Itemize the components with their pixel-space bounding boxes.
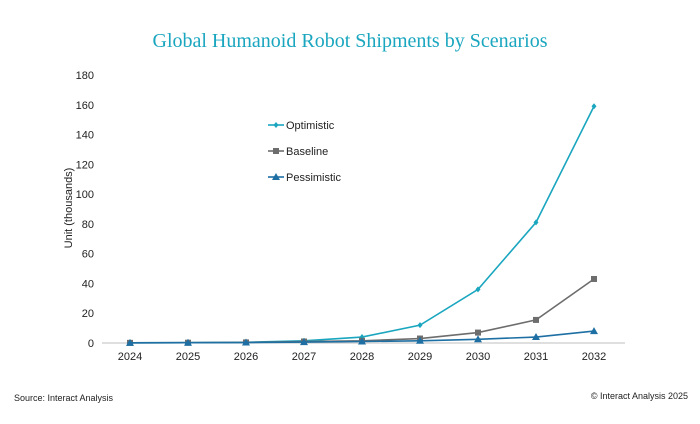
x-tick-label: 2025 [176,351,200,363]
data-point [591,103,597,110]
legend-item: Pessimistic [268,172,342,184]
x-tick-label: 2026 [234,351,258,363]
data-point [533,316,539,323]
data-point [273,122,279,128]
x-tick-label: 2029 [408,351,432,363]
y-tick-label: 100 [76,189,94,201]
chart-title: Global Humanoid Robot Shipments by Scena… [152,30,548,52]
series-line [129,105,595,344]
y-tick-label: 140 [76,130,94,142]
y-axis: 0 20 40 60 80 100 120 140 160 180 [76,70,94,350]
x-axis: 2024 2025 2026 2027 2028 2029 2030 2031 2032 [102,342,625,363]
data-point [533,219,539,226]
y-tick-label: 160 [76,100,94,112]
data-point [590,327,598,335]
data-point [416,336,424,344]
legend-item: Optimistic [268,120,335,132]
data-point [358,337,366,345]
legend-label: Optimistic [286,120,335,132]
legend-label: Baseline [286,146,328,158]
y-tick-label: 120 [76,159,94,171]
x-tick-label: 2030 [466,351,490,363]
y-tick-label: 20 [82,308,94,320]
x-tick-label: 2031 [524,351,548,363]
source-note: Source: Interact Analysis [14,393,114,403]
series-layer [126,103,598,346]
data-point [184,338,192,346]
series-optimistic [127,103,597,346]
series-pessimistic [126,327,598,346]
data-point [417,322,423,329]
x-tick-label: 2032 [582,351,606,363]
legend-label: Pessimistic [286,172,342,184]
y-tick-label: 180 [76,70,94,82]
legend: Optimistic Baseline Pessimistic [268,120,342,184]
data-point [272,173,280,180]
data-point [474,335,482,343]
data-point [273,148,279,154]
data-point [475,329,481,336]
y-tick-label: 40 [82,278,94,290]
data-point [300,338,308,346]
y-tick-label: 0 [88,338,94,350]
data-point [475,286,481,293]
series-line [129,278,595,344]
x-tick-label: 2024 [118,351,142,363]
data-point [532,333,540,341]
data-point [591,275,597,282]
copyright-note: © Interact Analysis 2025 [590,391,688,401]
x-tick-label: 2028 [350,351,374,363]
x-tick-label: 2027 [292,351,316,363]
data-point [126,338,134,346]
y-tick-label: 80 [82,219,94,231]
legend-item: Baseline [268,146,328,158]
y-tick-label: 60 [82,249,94,261]
data-point [242,338,250,346]
y-axis-label: Unit (thousands) [63,168,75,249]
